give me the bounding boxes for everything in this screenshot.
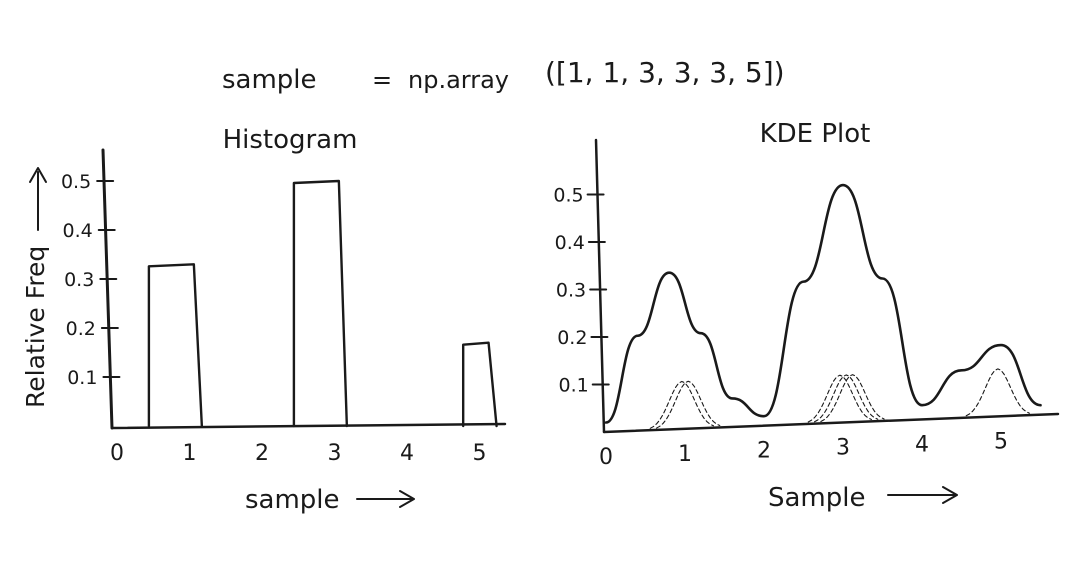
histogram-title: Histogram bbox=[223, 125, 358, 155]
kde-y-tick-label: 0.4 bbox=[555, 232, 585, 254]
histogram-x-tick-label: 2 bbox=[255, 441, 269, 466]
histogram-y-tick-label: 0.4 bbox=[63, 220, 93, 242]
histogram-x-arrow bbox=[356, 490, 415, 508]
kde-x-tick-label: 3 bbox=[836, 436, 850, 461]
histogram-bar-1 bbox=[147, 263, 204, 428]
kde-curve bbox=[604, 183, 1042, 424]
kde-x-tick-label: 5 bbox=[994, 429, 1008, 454]
kde-kernel-5 bbox=[820, 374, 885, 423]
kde-y-tick-label: 0.2 bbox=[557, 327, 587, 349]
kde-y-tick-label: 0.3 bbox=[556, 280, 586, 302]
histogram-x-tick-label: 0 bbox=[110, 441, 124, 466]
kde-kernel-2 bbox=[656, 380, 721, 429]
kde-y-ticks: 0.1 0.2 0.3 0.4 0.5 bbox=[553, 185, 610, 397]
histogram-bar-5 bbox=[461, 341, 498, 428]
histogram-y-tick-label: 0.2 bbox=[66, 318, 96, 340]
histogram-y-axis bbox=[101, 148, 114, 430]
histogram-x-label: sample bbox=[245, 485, 340, 515]
kde-kernels bbox=[649, 368, 1030, 429]
kde-kernel-6 bbox=[965, 368, 1030, 417]
histogram-x-tick-label: 3 bbox=[328, 441, 342, 466]
kde-x-tick-label: 0 bbox=[599, 445, 613, 470]
header-expression-text: np.array bbox=[408, 66, 509, 94]
histogram-x-tick-label: 4 bbox=[400, 441, 414, 466]
kde-x-tick-label: 1 bbox=[678, 442, 692, 467]
kde-x-tick-label: 2 bbox=[757, 439, 771, 464]
header-expression: sample = np.array ([1, 1, 3, 3, 3, 5]) bbox=[222, 56, 785, 95]
histogram-y-tick-label: 0.5 bbox=[61, 171, 91, 193]
kde-y-tick-label: 0.1 bbox=[558, 375, 588, 397]
header-sample-label: sample bbox=[222, 65, 317, 95]
kde-x-ticks: 0 1 2 3 4 5 bbox=[599, 429, 1008, 470]
kde-title: KDE Plot bbox=[760, 119, 871, 149]
kde-kernel-4 bbox=[814, 374, 879, 423]
kde-kernel-1 bbox=[649, 380, 714, 429]
header-equals: = bbox=[372, 66, 392, 94]
histogram-x-axis bbox=[110, 422, 507, 430]
kde-chart: KDE Plot 0.1 0.2 0.3 0.4 0.5 0 1 2 3 4 5 Sample bbox=[553, 119, 1060, 513]
histogram-x-tick-label: 5 bbox=[473, 441, 487, 466]
histogram-y-tick-label: 0.1 bbox=[67, 367, 97, 389]
histogram-y-tick-label: 0.3 bbox=[64, 269, 94, 291]
kde-x-arrow bbox=[887, 486, 958, 504]
kde-y-axis bbox=[594, 138, 606, 434]
histogram-chart: Histogram 0.1 0.2 0.3 0.4 0.5 0 1 2 3 4 5 Relativ… bbox=[21, 125, 507, 515]
kde-x-tick-label: 4 bbox=[915, 432, 929, 457]
kde-y-tick-label: 0.5 bbox=[553, 185, 583, 207]
histogram-y-ticks: 0.1 0.2 0.3 0.4 0.5 bbox=[61, 171, 121, 389]
kde-x-axis bbox=[602, 412, 1060, 434]
histogram-bars bbox=[147, 179, 498, 428]
histogram-x-ticks: 0 1 2 3 4 5 bbox=[110, 441, 487, 466]
histogram-y-label: Relative Freq bbox=[21, 246, 50, 408]
kde-kernel-3 bbox=[807, 374, 872, 423]
histogram-bar-3 bbox=[292, 179, 349, 428]
header-values: ([1, 1, 3, 3, 3, 5]) bbox=[545, 56, 785, 89]
kde-x-label: Sample bbox=[768, 483, 866, 513]
histogram-x-tick-label: 1 bbox=[183, 441, 197, 466]
histogram-y-arrow bbox=[29, 167, 47, 231]
